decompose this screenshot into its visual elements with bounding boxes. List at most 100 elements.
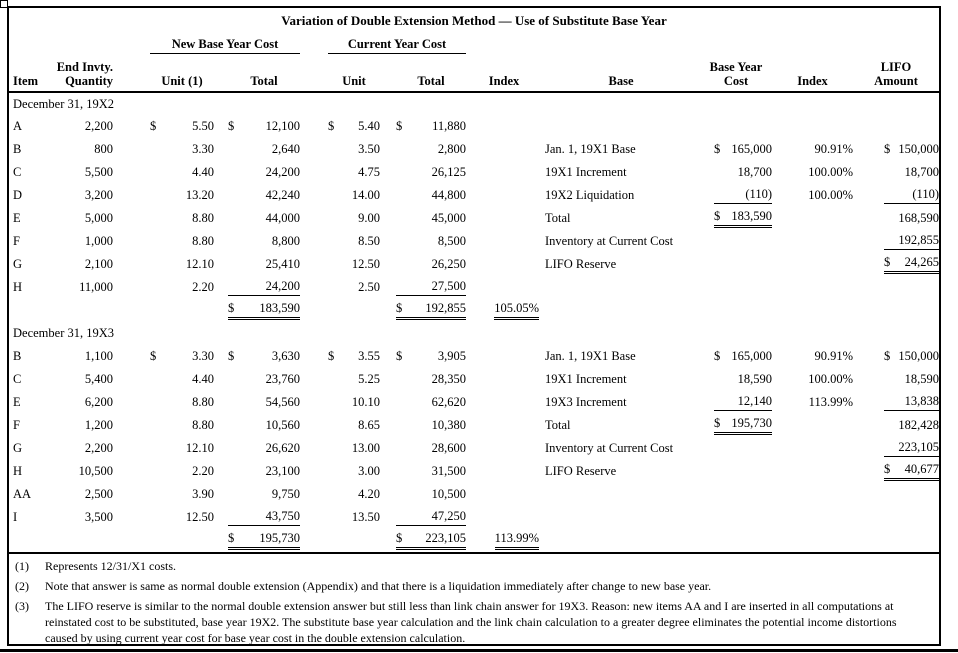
base-layer-cell: Jan. 1, 19X1 Base bbox=[545, 349, 636, 363]
quantity-cell: 1,000 bbox=[84, 234, 113, 248]
current-total-cell: 27,500 bbox=[380, 276, 466, 299]
base-year-cost-cell bbox=[700, 299, 772, 322]
base-year-cost-cell: 12,140 bbox=[700, 391, 772, 414]
base-layer-cell bbox=[542, 506, 700, 529]
table-row: C 5,400 4.40 23,760 5.25 28,350 19X1 Increment… bbox=[9, 368, 939, 391]
table-row: B 1,100 $3.30 $3,630 $3.55 $3,905 Jan. 1, 19X1… bbox=[9, 345, 939, 368]
base-index-cell bbox=[772, 414, 853, 437]
base-index-cell: 113.99% bbox=[808, 395, 853, 409]
item-cell: G bbox=[13, 441, 23, 455]
base-index-cell bbox=[772, 253, 853, 276]
base-index-cell bbox=[772, 276, 853, 299]
new-base-total-cell: 42,240 bbox=[265, 187, 300, 202]
table-row: F 1,000 8.80 8,800 8.50 8,500 Inventory at Cur… bbox=[9, 230, 939, 253]
current-unit-cell bbox=[300, 299, 380, 322]
new-base-unit-cell: 8.80 bbox=[192, 233, 214, 248]
table-row: G 2,100 12.10 25,410 12.50 26,250 LIFO Reserve… bbox=[9, 253, 939, 276]
quantity-cell: 3,500 bbox=[84, 510, 113, 524]
quantity-cell: 10,500 bbox=[78, 464, 113, 478]
item-cell: G bbox=[13, 257, 23, 271]
current-unit-cell bbox=[300, 529, 380, 552]
base-index-cell: 100.00% bbox=[808, 165, 853, 179]
column-header-row: Item End Invty. Quantity Unit (1) Total … bbox=[9, 54, 939, 93]
footnote-text: The LIFO reserve is similar to the norma… bbox=[45, 599, 897, 645]
base-layer-cell bbox=[542, 529, 700, 552]
current-unit-cell: 8.50 bbox=[358, 233, 380, 248]
section-label: December 31, 19X3 bbox=[13, 326, 115, 340]
current-unit-cell: 9.00 bbox=[358, 210, 380, 225]
base-index-cell bbox=[772, 506, 853, 529]
bottom-frame-line bbox=[0, 649, 958, 652]
base-year-cost-cell: 18,590 bbox=[737, 371, 772, 386]
table-row: F 1,200 8.80 10,560 8.65 10,380 Total $195,730 1… bbox=[9, 414, 939, 437]
footnote-number: (2) bbox=[15, 579, 29, 593]
base-layer-cell bbox=[542, 483, 700, 506]
index-cell: 113.99% bbox=[466, 529, 542, 552]
lifo-amount-cell: 18,700 bbox=[904, 164, 939, 179]
lifo-amount-cell bbox=[853, 276, 939, 299]
corner-artifact bbox=[0, 0, 8, 8]
lifo-amount-cell: $40,677③ bbox=[853, 460, 939, 483]
current-total-cell: 47,250 bbox=[380, 506, 466, 529]
new-base-total-cell: 54,560 bbox=[265, 394, 300, 409]
base-layer-cell: LIFO Reserve bbox=[545, 464, 617, 478]
base-layer-cell: Jan. 1, 19X1 Base bbox=[545, 142, 636, 156]
current-total-cell: 26,250 bbox=[431, 256, 466, 271]
item-cell: D bbox=[13, 188, 23, 202]
new-base-unit-cell bbox=[113, 299, 214, 322]
worksheet: Variation of Double Extension Method — U… bbox=[7, 6, 941, 646]
index-cell bbox=[466, 437, 542, 460]
base-layer-cell: 19X3 Increment bbox=[545, 395, 627, 409]
base-index-cell bbox=[772, 299, 853, 322]
base-layer-cell: Inventory at Current Cost bbox=[545, 234, 674, 248]
lifo-amount-cell: 223,105 bbox=[853, 437, 939, 460]
footnote: (2) Note that answer is same as normal do… bbox=[13, 578, 929, 594]
footnote-text: Note that answer is same as normal doubl… bbox=[45, 579, 712, 593]
quantity-cell bbox=[49, 529, 113, 552]
current-total-cell: 28,600 bbox=[431, 440, 466, 455]
new-base-unit-cell: 8.80 bbox=[192, 394, 214, 409]
base-year-cost-cell: $165,000 bbox=[714, 141, 772, 156]
group-header-row: New Base Year Cost Current Year Cost bbox=[9, 30, 939, 54]
new-base-total-cell: 9,750 bbox=[271, 486, 300, 501]
quantity-cell: 1,100 bbox=[84, 349, 113, 363]
item-cell: F bbox=[13, 418, 20, 432]
new-base-total-cell: 43,750 bbox=[214, 506, 300, 529]
base-layer-cell: 19X1 Increment bbox=[545, 165, 627, 179]
base-index-cell bbox=[772, 437, 853, 460]
col-header-base-index: Index bbox=[772, 54, 853, 93]
base-year-cost-cell: $195,730 bbox=[700, 414, 772, 437]
item-cell: H bbox=[13, 280, 23, 294]
index-cell bbox=[466, 207, 542, 230]
base-year-cost-cell bbox=[700, 253, 772, 276]
quantity-cell: 2,100 bbox=[84, 257, 113, 271]
new-base-total-cell: 24,200 bbox=[265, 164, 300, 179]
new-base-total-cell: 26,620 bbox=[265, 440, 300, 455]
base-index-cell bbox=[772, 115, 853, 138]
base-layer-cell bbox=[542, 276, 700, 299]
item-cell: A bbox=[13, 119, 23, 133]
base-layer-cell: 19X2 Liquidation bbox=[545, 188, 635, 202]
table-row: D 3,200 13.20 42,240 14.00 44,800 19X2 Liquida… bbox=[9, 184, 939, 207]
base-layer-cell: Total bbox=[545, 211, 571, 225]
base-year-cost-cell bbox=[700, 230, 772, 253]
new-base-total-cell: 10,560 bbox=[265, 417, 300, 432]
item-cell: B bbox=[13, 349, 22, 363]
base-index-cell: 100.00% bbox=[808, 188, 853, 202]
lifo-amount-cell bbox=[853, 529, 939, 552]
table-row: G 2,200 12.10 26,620 13.00 28,600 Inventory at… bbox=[9, 437, 939, 460]
current-unit-cell: 2.50 bbox=[358, 279, 380, 294]
col-header-base-year-cost: Base Year Cost bbox=[700, 54, 772, 93]
footnote: (1) Represents 12/31/X1 costs. bbox=[13, 558, 929, 574]
current-total-cell: 10,500 bbox=[431, 486, 466, 501]
current-total-cell: 28,350 bbox=[431, 371, 466, 386]
index-cell bbox=[466, 391, 542, 414]
base-year-cost-cell: $183,590 bbox=[700, 207, 772, 230]
current-unit-cell: 10.10 bbox=[351, 394, 380, 409]
col-header-new-base-total: Total bbox=[214, 54, 300, 93]
item-cell: AA bbox=[13, 487, 32, 501]
item-cell: F bbox=[13, 234, 20, 248]
totals-row: $195,730 $223,105 113.99% bbox=[9, 529, 939, 552]
quantity-cell: 2,500 bbox=[84, 487, 113, 501]
col-header-item: Item bbox=[9, 54, 49, 93]
